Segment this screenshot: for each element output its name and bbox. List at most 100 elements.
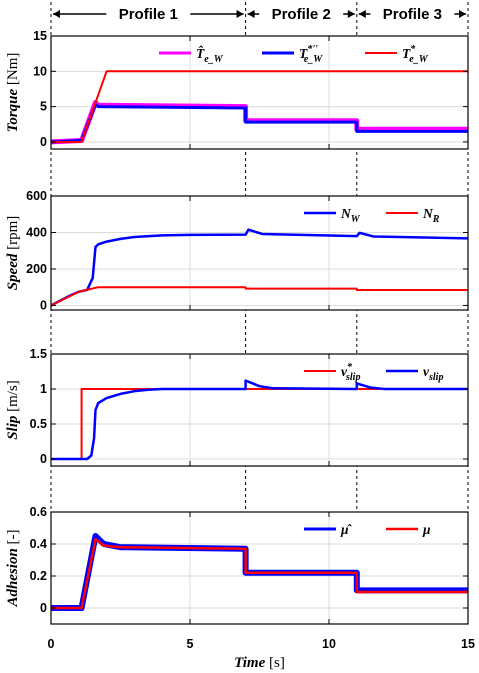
arrow-left-icon <box>358 10 366 18</box>
plot-area <box>51 512 468 624</box>
axes-box <box>50 353 469 467</box>
legend-label: T̂e_W <box>196 46 224 65</box>
profile-label-bg <box>259 4 344 22</box>
legend: T̂e_W T*'' e_W T* e_W <box>159 44 429 65</box>
profile-label-bg <box>370 4 455 22</box>
x-tick-label: 0 <box>48 637 55 651</box>
arrow-right-icon <box>236 10 244 18</box>
arrow-left-icon <box>53 10 60 18</box>
x-axis-label-name: Time <box>234 655 265 671</box>
y-axis-label-name: Torque <box>5 88 21 132</box>
legend-label-base: N <box>340 206 352 221</box>
profile-label: Profile 2 <box>272 6 331 23</box>
legend-item: μ <box>386 522 431 537</box>
x-axis-label-unit: [s] <box>265 655 285 671</box>
legend-label-sup: *'' <box>307 44 318 55</box>
y-axis-label: Torque [Nm] <box>5 53 21 133</box>
legend-label: T*'' e_W <box>299 44 323 65</box>
series-line <box>51 286 468 307</box>
series-group <box>51 70 468 145</box>
legend-label-sub: slip <box>428 372 443 383</box>
y-tick-label: 600 <box>26 189 47 203</box>
y-axis-label-name: Slip <box>5 415 21 440</box>
legend: NW NR <box>304 206 440 225</box>
series-group <box>51 228 468 307</box>
legend-label: NR <box>422 206 440 225</box>
y-axis-label-unit: [rpm] <box>5 216 21 254</box>
y-axis-label: Slip [m/s] <box>5 380 21 440</box>
legend-item: T* e_W <box>365 44 429 65</box>
x-axis-label: Time [s] <box>234 655 285 671</box>
y-tick-label: 0 <box>40 452 47 466</box>
y-axis-label-name: Adhesion <box>5 548 21 607</box>
y-axis-label-unit: [Nm] <box>5 53 21 89</box>
legend-label-sub: R <box>432 214 440 225</box>
plot-area <box>51 196 468 310</box>
legend-item: NW <box>304 206 361 225</box>
series-line <box>51 537 468 610</box>
y-tick-label: 5 <box>40 100 47 114</box>
series-line <box>51 379 468 461</box>
series-group <box>51 379 468 461</box>
x-tick-label: 15 <box>461 637 475 651</box>
legend-label-sup: * <box>347 362 353 373</box>
arrow-left-icon <box>247 10 255 18</box>
y-axis-label: Adhesion [-] <box>5 529 21 607</box>
profile-header: Profile 1 Profile 2 Profile 3 <box>53 4 466 23</box>
legend-label-sub: e_W <box>304 54 323 65</box>
legend-label-base: v <box>423 364 430 379</box>
y-tick-label: 0 <box>40 135 47 149</box>
y-axis-label: Speed [rpm] <box>5 216 21 291</box>
y-tick-label: 1 <box>40 382 47 396</box>
profile-label: Profile 1 <box>119 6 178 23</box>
axes-box <box>50 511 469 625</box>
legend-label-sub: e_W <box>204 54 223 65</box>
y-tick-label: 15 <box>33 29 47 43</box>
legend-label-sup: * <box>410 44 416 55</box>
arrow-right-icon <box>347 10 355 18</box>
y-tick-label: 400 <box>26 225 47 239</box>
legend-item: NR <box>386 206 440 225</box>
y-tick-label: 200 <box>26 262 47 276</box>
y-tick-label: 0 <box>40 298 47 312</box>
legend-label: vslip <box>423 364 443 383</box>
axes-box <box>50 35 469 150</box>
legend-label: T* e_W <box>402 44 429 65</box>
y-axis-label-unit: [-] <box>5 529 21 548</box>
x-tick-label: 5 <box>187 637 194 651</box>
axes-box <box>50 195 469 311</box>
series-line <box>51 70 468 143</box>
legend-label: NW <box>340 206 361 225</box>
legend-label-base: T <box>299 46 308 61</box>
profile-label-bg <box>106 4 191 22</box>
profile-label: Profile 3 <box>383 6 442 23</box>
y-tick-label: 0.4 <box>30 537 47 551</box>
arrow-right-icon <box>459 10 466 18</box>
legend-item: v* slip <box>304 362 360 383</box>
y-tick-label: 0 <box>40 601 47 615</box>
legend-label-base: μ <box>422 522 431 537</box>
y-tick-label: 0.6 <box>30 505 47 519</box>
legend-label: μ <box>422 522 431 537</box>
legend: v* slip vslip <box>304 362 443 383</box>
legend-label-base: v <box>341 364 348 379</box>
y-tick-label: 0.2 <box>30 569 47 583</box>
legend-label-sub: e_W <box>409 54 428 65</box>
legend-label-sub: slip <box>345 372 360 383</box>
y-axis-label-unit: [m/s] <box>5 380 21 415</box>
y-tick-label: 10 <box>33 64 47 78</box>
legend-label-base: T̂ <box>196 46 205 61</box>
series-group <box>51 533 468 611</box>
y-tick-label: 1.5 <box>30 347 47 361</box>
legend-label-base: N <box>422 206 434 221</box>
plot-area <box>51 354 468 466</box>
legend-label-sub: W <box>351 214 361 225</box>
legend-label: v* slip <box>341 362 360 383</box>
y-axis-label-name: Speed <box>5 253 21 290</box>
legend-item: vslip <box>386 364 443 383</box>
x-tick-label: 10 <box>322 637 336 651</box>
